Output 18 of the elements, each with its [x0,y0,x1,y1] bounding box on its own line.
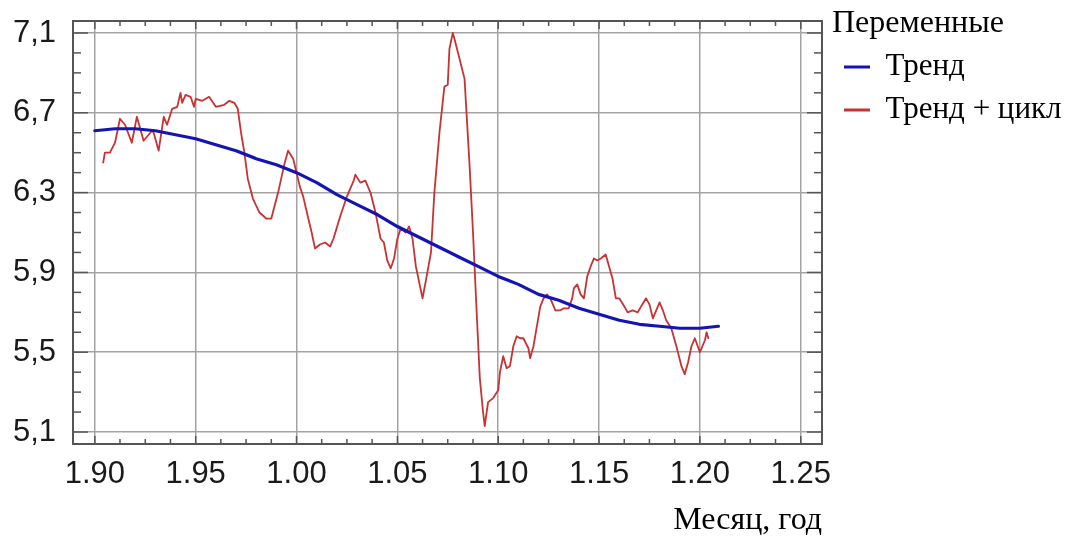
y-tick-label: 7,1 [12,13,56,49]
x-tick-label: 1.00 [266,455,327,491]
x-axis-title: Месяц, год [673,500,822,537]
x-tick-label: 1.95 [165,455,226,491]
y-tick-label: 6,7 [12,93,56,129]
x-tick-label: 1.15 [568,455,630,491]
x-tick-label: 1.10 [468,455,529,491]
x-tick-label: 1.90 [64,455,126,491]
y-tick-label: 5,9 [12,252,56,288]
legend-title: Переменные [832,2,1004,39]
x-tick-label: 1.20 [669,455,731,491]
x-tick-label: 1.05 [367,455,428,491]
y-tick-label: 6,3 [12,173,56,209]
legend-label: Тренд + цикл [885,90,1062,126]
x-tick-label: 1.25 [770,455,831,491]
y-tick-label: 5,5 [12,332,56,368]
y-tick-label: 5,1 [12,412,56,448]
legend-label: Тренд [885,47,966,83]
